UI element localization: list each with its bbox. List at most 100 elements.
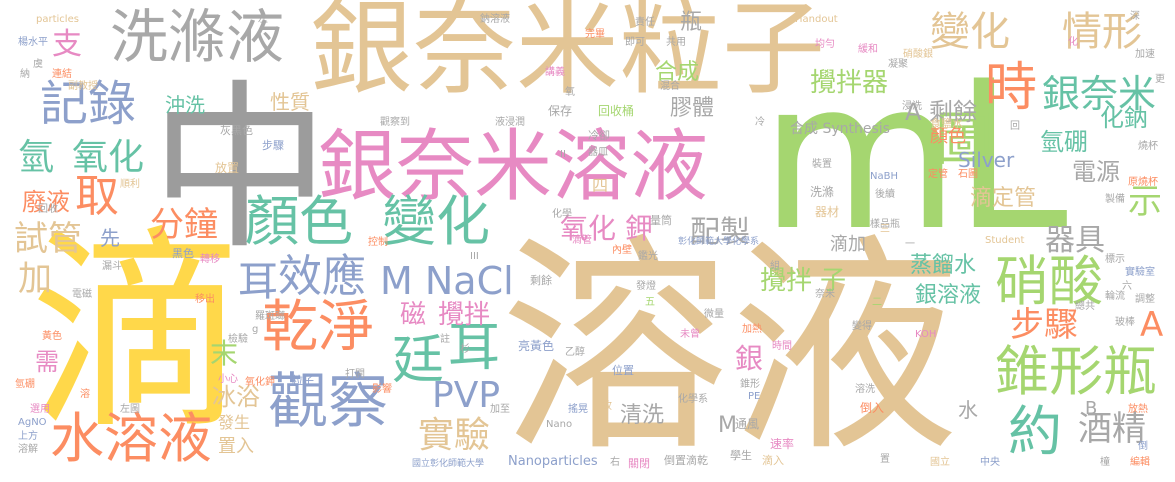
word-place: 放置 — [215, 162, 239, 174]
word-cool: 冷卻 — [588, 130, 610, 141]
word-observed: 觀察到 — [380, 118, 410, 128]
word-iii: III — [470, 252, 479, 262]
word-rotate: 輪流 — [1105, 292, 1125, 302]
word-invert-drip: 倒置滴乾 — [664, 455, 708, 466]
word-wash: 清洗 — [620, 405, 664, 427]
word-beaker: 燒杯 — [1138, 142, 1158, 152]
word-device: 裝置 — [812, 160, 832, 170]
word-total: 總共 — [1075, 302, 1095, 312]
word-put-in: 置入 — [218, 438, 254, 456]
word-m-nacl: M NaCl — [380, 262, 514, 300]
word-never: 未曾 — [680, 330, 700, 340]
word-bright-yellow: 亮黃色 — [518, 340, 554, 352]
word-rate: 速率 — [770, 438, 794, 450]
word-black: 黑色 — [172, 248, 194, 259]
word-support: 支 — [52, 30, 82, 60]
word-silver-solution: 銀溶液 — [915, 285, 981, 307]
word-nano: Nano — [546, 420, 572, 430]
word-g: g — [252, 325, 258, 335]
word-orig-beaker: 原燒杯 — [1128, 178, 1158, 188]
word-responsibility: 責任 — [635, 18, 655, 28]
word-silver: 銀 — [735, 345, 763, 373]
word-silver-nano-solution: 銀奈米溶液 — [318, 128, 708, 206]
word-handout: Handout — [795, 15, 838, 25]
word-occur: 發生 — [218, 415, 250, 431]
word-above: 上方 — [18, 432, 38, 442]
word-silver-nano-particles: 銀奈米粒子 — [310, 0, 825, 101]
word-assoc-prof: 副教授 — [68, 82, 98, 92]
word-gray-black: 灰黑色 — [220, 125, 253, 136]
word-then-ok: 即可 — [625, 38, 645, 48]
word-first: 先 — [100, 228, 120, 248]
word-rinse: 沖洗 — [165, 95, 205, 115]
word-vessel: 器皿 — [588, 148, 608, 158]
word-a: A — [1140, 308, 1163, 342]
word-saline: 食鹽水 — [930, 118, 963, 129]
word-na: 納 — [20, 70, 30, 80]
word-color: 顏色 — [245, 195, 353, 249]
word-add: 加 — [18, 262, 52, 296]
word-yang: 氧 — [565, 88, 575, 98]
word-hydrogen: 氫 — [18, 140, 54, 176]
word-test-tube: 試管 — [14, 222, 82, 256]
word-equipment: 器材 — [815, 206, 839, 218]
word-author: 楊水平 — [18, 38, 48, 48]
word-particle: 粒子 — [292, 375, 314, 386]
word-power: 電源 — [1072, 160, 1120, 184]
word-chem-dept: 化學系 — [678, 395, 708, 405]
word-bottle: 瓶 — [680, 12, 702, 34]
word-position: 位置 — [612, 365, 634, 376]
word-ncue: 國立彰化師範大學 — [412, 460, 484, 469]
word-leng: 冷 — [755, 118, 765, 128]
word-mild: 緩和 — [858, 45, 878, 55]
word-recycle-bin: 回收桶 — [598, 105, 634, 117]
word-light: 鑑光 — [638, 252, 658, 262]
word-one: 一 — [905, 240, 915, 250]
word-nanoparticles: Nanoparticles — [508, 455, 598, 468]
word-ncue-chem: 彰化師範大學化學系 — [678, 238, 759, 247]
word-duration: 時間 — [772, 342, 792, 352]
word-clean: 乾淨 — [262, 300, 374, 356]
word-effect: 效應 — [278, 255, 366, 299]
word-take: 取 — [75, 175, 119, 219]
word-potassium-oxide: 氧化鉀 — [245, 378, 275, 388]
word-two: 二 — [872, 298, 882, 308]
word-electromag: 電磁 — [72, 290, 92, 300]
word-hua: 化 — [1068, 38, 1078, 48]
word-gu: 故 — [602, 402, 612, 412]
word-burette: 滴定管 — [970, 188, 1036, 210]
word-zu: 組 — [770, 262, 780, 272]
word-er-2: 耳 — [238, 262, 278, 302]
word-three: 三 — [880, 225, 890, 235]
word-minute: 分鐘 — [150, 208, 218, 242]
word-left: 左 — [258, 15, 268, 25]
word-yu: 虞 — [33, 60, 43, 70]
word-lamp: 發燈 — [636, 282, 656, 292]
word-aqueous-solution: 水溶液 — [50, 412, 212, 466]
word-smooth: 順利 — [120, 180, 140, 190]
word-four: 四 — [592, 178, 608, 194]
word-finished: 完畢 — [585, 30, 605, 40]
word-preserve: 保存 — [548, 105, 572, 117]
word-apparatus: 器具 — [1045, 226, 1105, 256]
word-handout-zh: 講義 — [545, 68, 565, 78]
word-washing: 洗滌 — [810, 186, 834, 198]
word-close: 關閉 — [628, 458, 650, 469]
word-colloid: 膠體 — [670, 98, 714, 120]
word-distilled-water: 蒸餾水 — [910, 255, 976, 277]
word-student-en: Student — [985, 236, 1024, 246]
word-inner-wall: 內壁 — [612, 246, 632, 256]
word-observe: 觀察 — [268, 372, 388, 432]
word-follow-up: 後續 — [875, 190, 895, 200]
word-make: 製備 — [1105, 195, 1125, 205]
word-dissolve: 溶解 — [18, 445, 38, 455]
word-magnet: 磁 — [400, 302, 426, 328]
word-lab: 實驗室 — [1125, 268, 1155, 278]
word-nabh: NaBH — [870, 172, 898, 182]
word-move-out: 移出 — [195, 295, 215, 305]
word-national: 國立 — [930, 458, 950, 468]
word-remaining: 剩餘 — [530, 275, 552, 286]
word-dip-wash: 浸洗 — [902, 102, 922, 112]
word-change: 變化 — [382, 195, 490, 249]
word-rong: 溶 — [80, 390, 90, 400]
